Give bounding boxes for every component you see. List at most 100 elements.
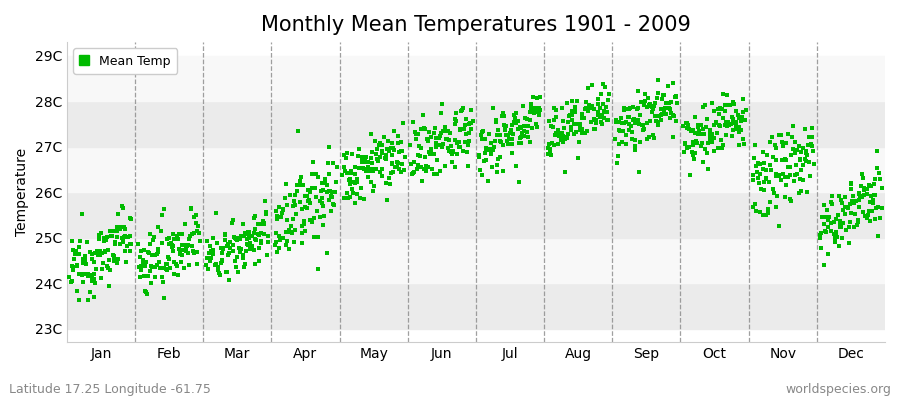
Point [784, 152, 798, 158]
Point [551, 141, 565, 147]
Point [756, 179, 770, 185]
Point [280, 202, 294, 208]
Point [863, 218, 878, 224]
Point [414, 144, 428, 151]
Point [364, 160, 379, 166]
Point [122, 215, 137, 221]
Point [512, 140, 526, 146]
Point [569, 121, 583, 127]
Point [371, 158, 385, 164]
Point [827, 231, 842, 238]
Point [682, 126, 697, 132]
Point [185, 242, 200, 249]
Point [284, 229, 298, 235]
Point [637, 102, 652, 108]
Point [307, 215, 321, 221]
Point [854, 194, 868, 200]
Point [278, 195, 293, 201]
Point [434, 130, 448, 136]
Point [442, 148, 456, 154]
Point [510, 118, 525, 124]
Point [193, 238, 207, 244]
Point [447, 164, 462, 170]
Point [353, 195, 367, 202]
Point [711, 110, 725, 117]
Point [527, 105, 542, 111]
Point [569, 129, 583, 135]
Point [288, 202, 302, 208]
Point [549, 107, 563, 113]
Point [849, 198, 863, 204]
Point [846, 200, 860, 206]
Point [616, 128, 631, 134]
Point [523, 117, 537, 124]
Point [731, 125, 745, 131]
Point [818, 214, 832, 221]
Point [403, 141, 418, 148]
Point [760, 174, 774, 181]
Point [627, 143, 642, 149]
Point [286, 197, 301, 204]
Point [256, 230, 271, 237]
Point [81, 271, 95, 278]
Point [585, 103, 599, 109]
Point [411, 162, 426, 169]
Point [282, 227, 296, 233]
Point [705, 139, 719, 146]
Point [102, 256, 116, 263]
Point [361, 174, 375, 180]
Point [65, 278, 79, 285]
Point [88, 250, 103, 256]
Bar [67, 238, 885, 283]
Point [383, 170, 398, 176]
Point [616, 105, 631, 111]
Point [747, 142, 761, 148]
Point [384, 152, 399, 159]
Point [801, 133, 815, 140]
Point [350, 191, 365, 198]
Point [659, 110, 673, 117]
Point [718, 122, 733, 129]
Point [657, 92, 671, 98]
Point [561, 131, 575, 137]
Point [780, 131, 795, 138]
Point [90, 248, 104, 254]
Point [774, 177, 788, 183]
Point [356, 166, 371, 172]
Point [796, 176, 810, 183]
Point [472, 151, 487, 158]
Point [101, 247, 115, 254]
Point [776, 142, 790, 149]
Point [587, 116, 601, 122]
Point [294, 206, 309, 212]
Point [142, 268, 157, 274]
Point [636, 121, 651, 128]
Point [832, 222, 847, 228]
Point [301, 198, 315, 204]
Point [500, 138, 514, 144]
Point [476, 158, 491, 164]
Point [732, 124, 746, 130]
Point [518, 122, 532, 129]
Point [457, 121, 472, 128]
Point [719, 119, 733, 126]
Point [294, 230, 309, 236]
Point [835, 200, 850, 206]
Point [551, 130, 565, 136]
Point [827, 235, 842, 241]
Point [261, 232, 275, 239]
Point [651, 77, 665, 83]
Point [453, 126, 467, 132]
Point [316, 187, 330, 193]
Point [386, 169, 400, 176]
Point [118, 232, 132, 239]
Point [431, 134, 446, 141]
Point [418, 154, 432, 160]
Point [270, 215, 284, 222]
Point [292, 182, 306, 188]
Point [861, 182, 876, 188]
Point [571, 154, 585, 161]
Point [770, 145, 784, 152]
Point [433, 168, 447, 174]
Point [696, 103, 710, 110]
